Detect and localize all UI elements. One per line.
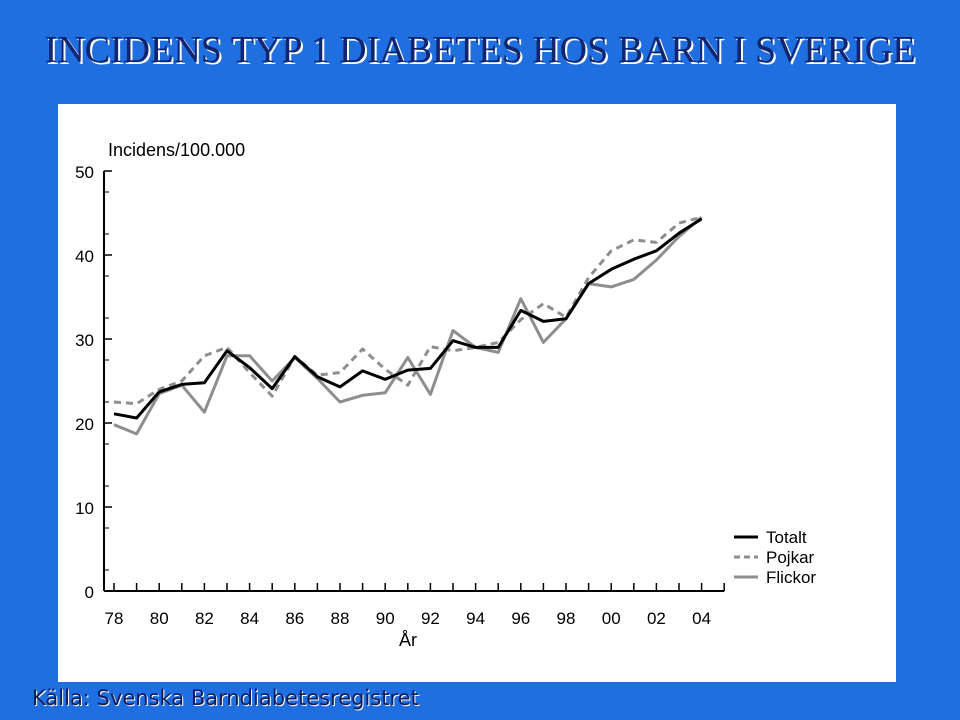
x-tick-label: 90 — [376, 609, 395, 628]
x-tick-label: 96 — [511, 609, 530, 628]
x-tick-label: 84 — [240, 609, 259, 628]
x-tick-label: 86 — [285, 609, 304, 628]
series-line-totalt — [113, 217, 703, 420]
legend-label-totalt: Totalt — [766, 528, 807, 547]
y-tick-label: 30 — [75, 331, 94, 350]
line-chart: 0 10 20 30 40 50 78 80 82 84 86 88 90 92 94 96 98 00 02 04 I… — [75, 140, 816, 650]
x-tick-label: 80 — [150, 609, 169, 628]
y-tick-label: 50 — [75, 163, 94, 182]
series-line-flickor — [113, 216, 703, 436]
y-tick-label: 10 — [75, 499, 94, 518]
source-note: Källa: Svenska Barndiabetesregistret — [32, 686, 419, 710]
x-tick-label: 00 — [602, 609, 621, 628]
x-tick-label: 82 — [195, 609, 214, 628]
y-tick-label: 0 — [85, 583, 94, 602]
chart-panel: 0 10 20 30 40 50 78 80 82 84 86 88 90 92 94 96 98 00 02 04 I… — [58, 104, 896, 682]
slide-title: INCIDENS TYP 1 DIABETES HOS BARN I SVERI… — [44, 29, 916, 71]
legend-label-flickor: Flickor — [766, 568, 816, 587]
x-tick-label: 88 — [331, 609, 350, 628]
x-tick-label: 98 — [557, 609, 576, 628]
x-tick-label: 94 — [466, 609, 485, 628]
x-tick-label: 02 — [647, 609, 666, 628]
x-tick-label: 78 — [105, 609, 124, 628]
series-line-pojkar — [113, 215, 702, 406]
x-tick-label: 92 — [421, 609, 440, 628]
y-tick-label: 40 — [75, 247, 94, 266]
x-tick-label: 04 — [692, 609, 711, 628]
y-tick-label: 20 — [75, 415, 94, 434]
y-axis-title: Incidens/100.000 — [108, 140, 245, 160]
legend-label-pojkar: Pojkar — [766, 548, 815, 567]
x-axis-title: År — [399, 630, 417, 650]
